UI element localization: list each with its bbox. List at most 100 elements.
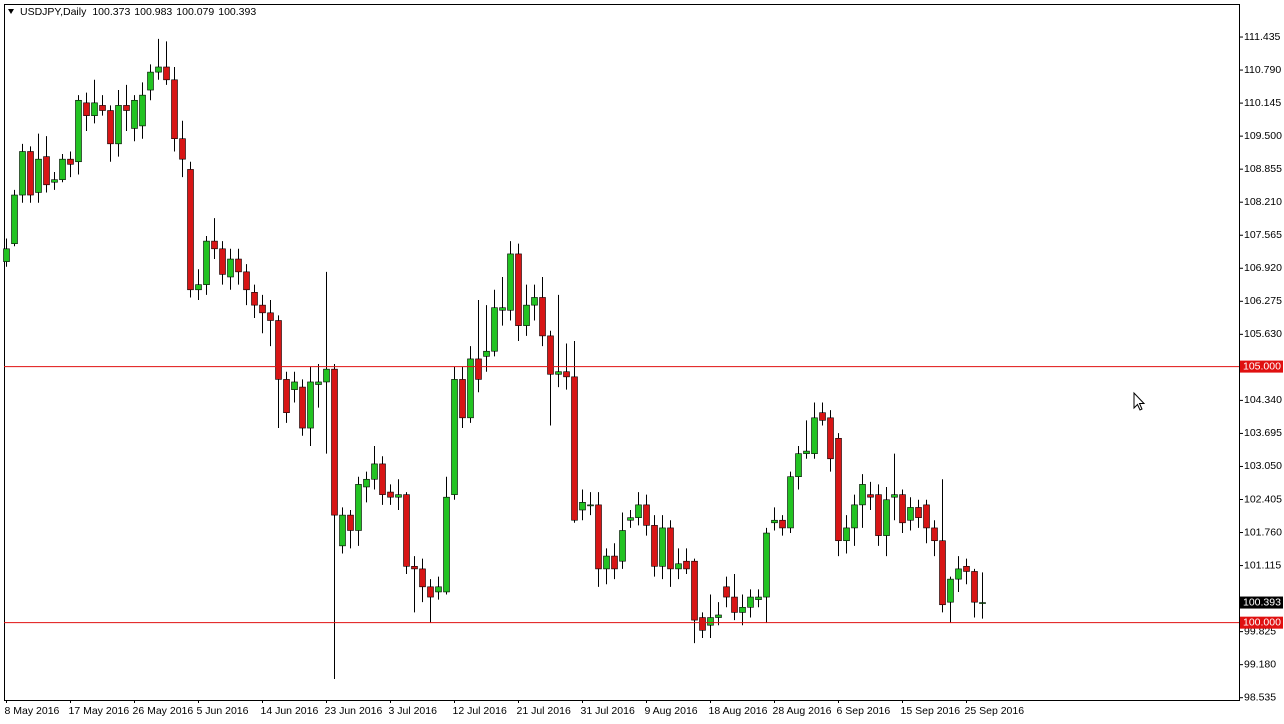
candle-body [171, 79, 178, 139]
candle-body [619, 530, 626, 562]
candle-body [331, 368, 338, 516]
candle-body [555, 371, 562, 375]
level-label: 100.000 [1243, 616, 1281, 628]
candle-body [707, 617, 714, 626]
level-label: 105.000 [1243, 360, 1281, 372]
candle-body [755, 596, 762, 600]
candle-body [907, 507, 914, 521]
candle-body [851, 504, 858, 529]
candle-body [579, 502, 586, 511]
x-tick-label: 31 Jul 2016 [581, 705, 635, 717]
candle-body [387, 491, 394, 498]
x-tick-label: 9 Aug 2016 [645, 705, 698, 717]
candle-body [699, 617, 706, 631]
x-tick-label: 21 Jul 2016 [517, 705, 571, 717]
candle-body [451, 379, 458, 495]
candle-body [691, 560, 698, 621]
candle-body [131, 99, 138, 129]
chart-header: USDJPY,Daily 100.373 100.983 100.079 100.393 [20, 6, 256, 18]
x-tick-label: 28 Aug 2016 [773, 705, 832, 717]
x-tick-label: 26 May 2016 [133, 705, 194, 717]
candle-body [179, 138, 186, 160]
candle-body [563, 371, 570, 378]
candle-body [59, 158, 66, 180]
candle-body [643, 504, 650, 526]
candle-body [411, 566, 418, 570]
header-open: 100.373 [92, 6, 130, 18]
x-tick-label: 25 Sep 2016 [965, 705, 1025, 717]
candle-body [251, 292, 258, 306]
candle-body [587, 504, 594, 507]
candle-body [307, 381, 314, 429]
candle-body [403, 494, 410, 567]
header-close: 100.393 [218, 6, 256, 18]
candle-body [219, 248, 226, 275]
candle-body [963, 566, 970, 572]
candle-body [595, 504, 602, 570]
y-tick-label: 106.275 [1244, 295, 1282, 307]
y-tick-label: 102.405 [1244, 493, 1282, 505]
candle-body [19, 151, 26, 196]
candle-body [859, 484, 866, 506]
candle-body [611, 555, 618, 570]
candle-body [315, 381, 322, 385]
price-label: 100.393 [1243, 596, 1281, 608]
candle-body [35, 158, 42, 193]
candle-body [435, 586, 442, 593]
candle-body [771, 519, 778, 524]
x-tick-label: 12 Jul 2016 [453, 705, 507, 717]
candle-body [67, 158, 74, 165]
candle-body [395, 494, 402, 498]
candle-body [27, 151, 34, 196]
candle-body [355, 484, 362, 531]
plot-area [3, 38, 986, 680]
mouse-cursor [1133, 391, 1146, 411]
candle-body [75, 99, 82, 163]
x-tick-label: 17 May 2016 [69, 705, 130, 717]
x-tick-label: 18 Aug 2016 [709, 705, 768, 717]
candle-body [507, 253, 514, 311]
candle-body [955, 568, 962, 580]
candle-body [139, 94, 146, 127]
candle-body [827, 417, 834, 460]
candle-body [635, 504, 642, 518]
y-tick-label: 103.050 [1244, 460, 1282, 472]
candle-body [475, 358, 482, 380]
x-tick-label: 15 Sep 2016 [901, 705, 961, 717]
candle-body [819, 412, 826, 421]
candle-body [467, 358, 474, 419]
candle-body [371, 463, 378, 480]
candle-body [83, 102, 90, 116]
y-tick-label: 109.500 [1244, 130, 1282, 142]
candle-body [659, 527, 666, 567]
candle-body [787, 476, 794, 529]
y-tick-label: 108.210 [1244, 196, 1282, 208]
candle-body [627, 517, 634, 521]
candle-body [123, 105, 130, 111]
candle-body [763, 532, 770, 598]
candle-body [811, 417, 818, 454]
x-tick-label: 5 Jun 2016 [197, 705, 249, 717]
x-tick-label: 8 May 2016 [5, 705, 60, 717]
candle-body [419, 568, 426, 588]
candle-body [107, 110, 114, 145]
candle-body [483, 350, 490, 357]
candle-body [891, 494, 898, 498]
candle-body [915, 507, 922, 518]
candle-body [443, 496, 450, 593]
candle-body [739, 607, 746, 613]
x-tick-label: 3 Jul 2016 [389, 705, 438, 717]
x-tick-label: 23 Jun 2016 [325, 705, 383, 717]
y-tick-label: 99.180 [1244, 658, 1276, 670]
candle-body [547, 335, 554, 375]
candle-body [3, 248, 10, 262]
candle-body [523, 304, 530, 326]
level-label-box [1240, 616, 1283, 629]
candle-body [779, 519, 786, 529]
y-tick-label: 108.855 [1244, 163, 1282, 175]
candle-body [683, 560, 690, 570]
candle-body [427, 586, 434, 598]
